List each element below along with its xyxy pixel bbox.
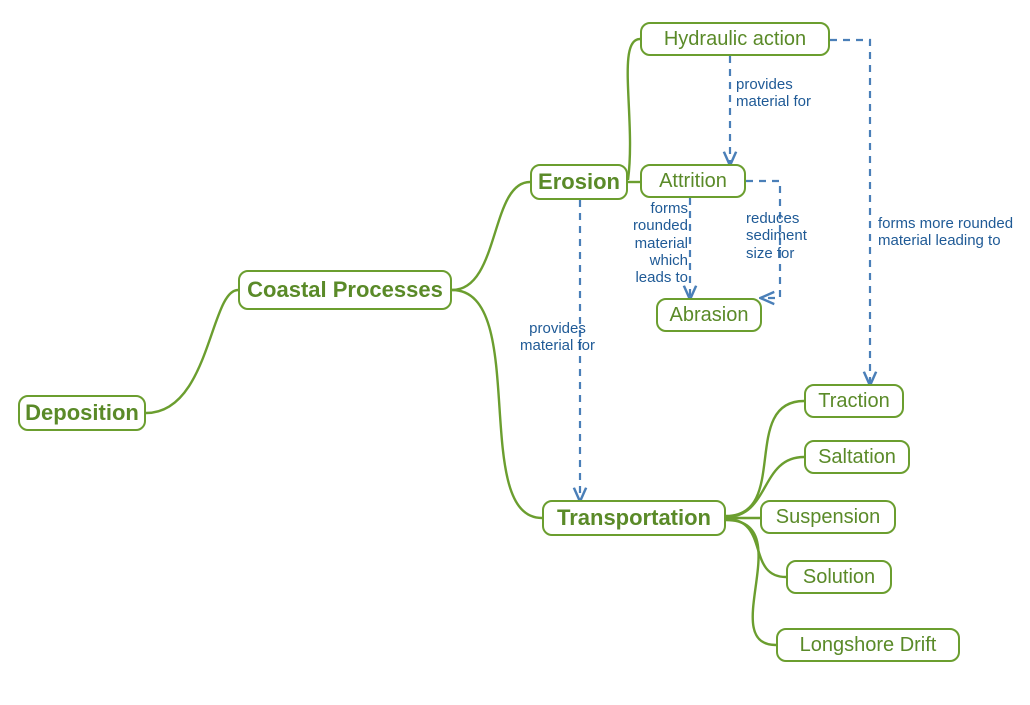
node-hydraulic: Hydraulic action bbox=[640, 22, 830, 56]
branch-edge bbox=[726, 401, 804, 516]
node-erosion: Erosion bbox=[530, 164, 628, 200]
node-longshore: Longshore Drift bbox=[776, 628, 960, 662]
edge-label: reduces sediment size for bbox=[746, 210, 807, 262]
node-suspension: Suspension bbox=[760, 500, 896, 534]
edge-label: provides material for bbox=[736, 76, 811, 111]
node-traction: Traction bbox=[804, 384, 904, 418]
connector-layer bbox=[0, 0, 1030, 705]
node-solution: Solution bbox=[786, 560, 892, 594]
edge-label: forms rounded material which leads to bbox=[633, 200, 688, 286]
node-deposition: Deposition bbox=[18, 395, 146, 431]
relation-edge bbox=[830, 40, 870, 384]
branch-edge bbox=[452, 182, 530, 290]
branch-edge bbox=[628, 39, 640, 180]
branch-edge bbox=[726, 520, 776, 645]
node-attrition: Attrition bbox=[640, 164, 746, 198]
node-coastal: Coastal Processes bbox=[238, 270, 452, 310]
edge-label: provides material for bbox=[520, 320, 595, 355]
node-transport: Transportation bbox=[542, 500, 726, 536]
node-abrasion: Abrasion bbox=[656, 298, 762, 332]
branch-edge bbox=[146, 290, 238, 413]
edge-label: forms more rounded material leading to bbox=[878, 215, 1013, 250]
node-saltation: Saltation bbox=[804, 440, 910, 474]
